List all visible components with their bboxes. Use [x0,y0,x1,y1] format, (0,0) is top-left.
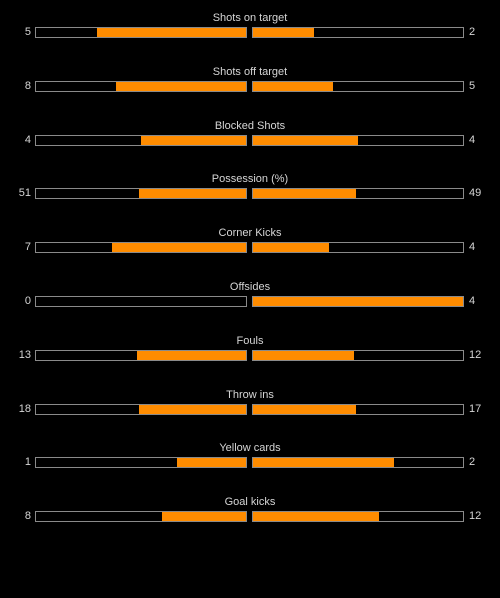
away-bar [252,349,464,361]
home-bar [35,349,247,361]
away-bar-fill [253,404,356,414]
home-value: 18 [18,402,31,415]
away-bar-fill [253,350,354,360]
away-bar [252,296,464,307]
away-value: 5 [469,79,476,92]
home-bar-fill [138,404,246,414]
home-bar-fill [96,28,246,37]
home-bar-fill [162,512,246,522]
away-bar [252,27,464,38]
away-bar [252,80,464,92]
home-value: 4 [24,133,31,146]
away-bar-fill [253,297,463,306]
away-bar-fill [253,28,314,37]
home-value: 51 [18,187,31,200]
home-bar [35,296,247,307]
stat-label: Throw ins [226,388,274,401]
stat-row: Throw ins 18 17 [0,389,500,429]
home-bar [35,403,247,415]
away-value: 12 [469,510,482,523]
stat-label: Fouls [236,334,264,347]
away-value: 49 [469,187,482,200]
home-bar [35,27,247,38]
stat-row: Corner Kicks 7 4 [0,227,500,267]
home-value: 13 [18,348,31,361]
away-bar [252,457,464,469]
away-bar-fill [253,189,356,199]
home-bar [35,511,247,523]
home-bar-fill [111,243,246,253]
home-bar-fill [138,189,246,199]
home-bar [35,457,247,469]
home-bar [35,242,247,254]
away-bar-fill [253,135,358,145]
home-bar-fill [176,458,246,468]
stat-row: Shots off target 8 5 [0,66,500,106]
stat-label: Yellow cards [219,442,281,455]
away-value: 2 [469,26,476,38]
home-value: 8 [24,79,31,92]
away-bar [252,242,464,254]
away-bar-fill [253,512,379,522]
stat-row: Blocked Shots 4 4 [0,120,500,160]
away-value: 4 [469,241,476,254]
stat-label: Blocked Shots [214,119,286,132]
stat-label: Offsides [229,281,271,293]
stat-row: Possession (%) 51 49 [0,173,500,213]
home-value: 5 [24,26,31,38]
home-bar-fill [115,81,246,91]
stat-label: Shots off target [212,65,288,78]
home-value: 8 [24,510,31,523]
away-value: 4 [469,295,476,307]
home-bar-fill [136,350,246,360]
away-bar-fill [253,81,333,91]
away-bar [252,511,464,523]
stat-label: Possession (%) [211,173,289,186]
away-value: 4 [469,133,476,146]
stat-label: Corner Kicks [218,227,282,240]
stat-label: Shots on target [212,12,288,24]
away-bar [252,403,464,415]
home-value: 1 [24,456,31,469]
home-bar [35,188,247,200]
away-bar [252,188,464,200]
away-value: 2 [469,456,476,469]
home-bar [35,134,247,146]
away-bar [252,134,464,146]
stat-row: Offsides 0 4 [0,281,500,321]
stat-row: Goal kicks 8 12 [0,496,500,536]
stat-row: Shots on target 5 2 [0,12,500,52]
home-value: 7 [24,241,31,254]
home-bar [35,80,247,92]
home-value: 0 [24,295,31,307]
stat-row: Fouls 13 12 [0,335,500,375]
stat-label: Goal kicks [224,496,276,509]
home-bar-fill [141,135,246,145]
stat-row: Yellow cards 1 2 [0,442,500,482]
away-bar-fill [253,243,329,253]
away-value: 17 [469,402,482,415]
away-bar-fill [253,458,394,468]
away-value: 12 [469,348,482,361]
